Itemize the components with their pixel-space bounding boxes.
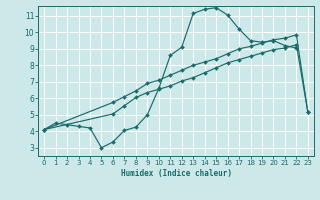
- X-axis label: Humidex (Indice chaleur): Humidex (Indice chaleur): [121, 169, 231, 178]
